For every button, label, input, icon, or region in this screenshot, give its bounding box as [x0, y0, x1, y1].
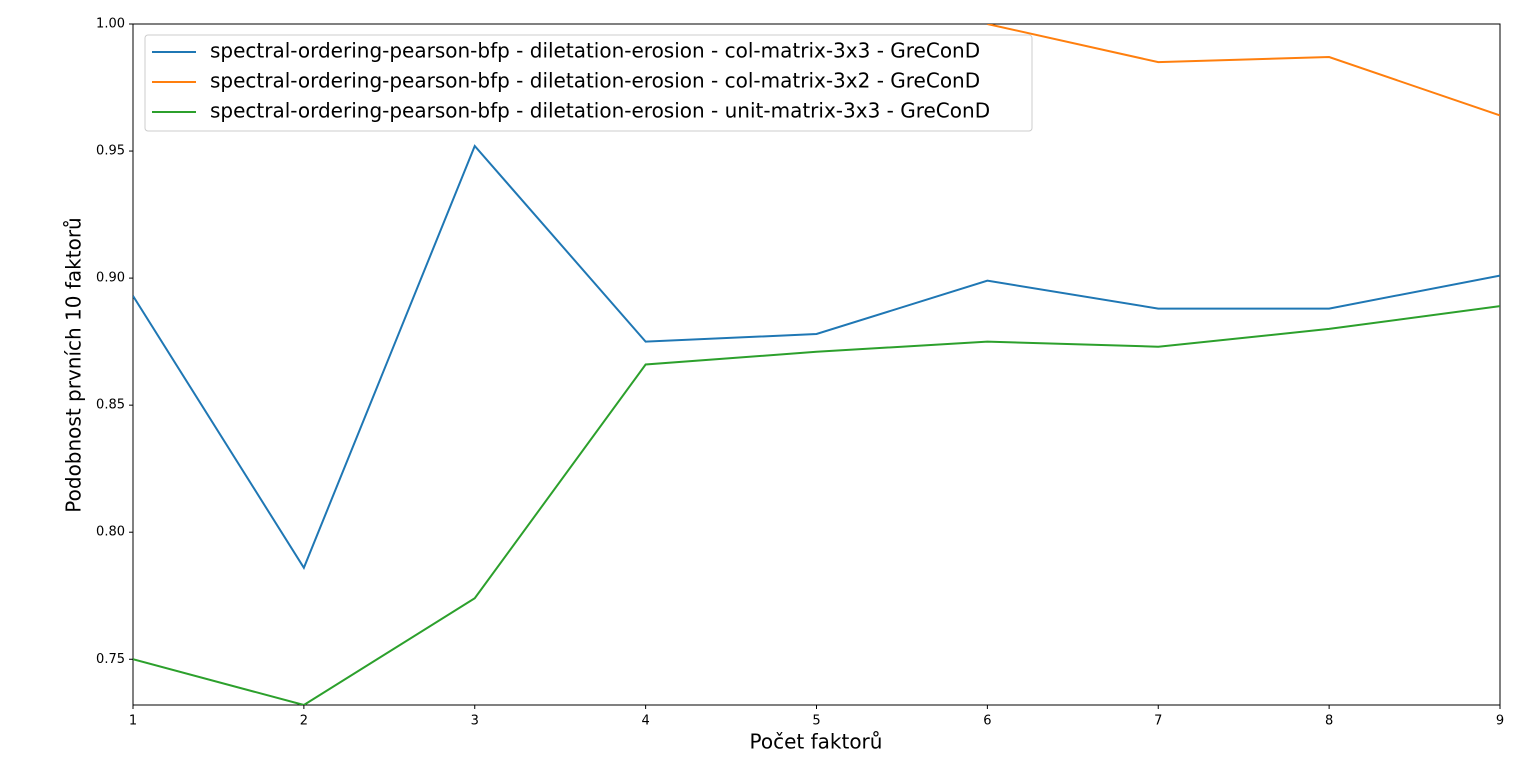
series-line — [987, 24, 1500, 117]
x-tick-label: 7 — [1154, 714, 1162, 729]
plot-area — [133, 24, 1500, 705]
y-tick-label: 0.90 — [96, 271, 125, 286]
y-tick-label: 1.00 — [96, 17, 125, 32]
x-tick-label: 9 — [1496, 714, 1504, 729]
x-tick-label: 5 — [812, 714, 820, 729]
legend-box — [144, 34, 1033, 132]
x-tick-label: 3 — [471, 714, 479, 729]
series-line — [133, 144, 1500, 570]
y-tick-label: 0.80 — [96, 525, 125, 540]
x-tick-label: 4 — [641, 714, 649, 729]
x-tick-label: 8 — [1325, 714, 1333, 729]
legend-label: spectral-ordering-pearson-bfp - diletati… — [210, 69, 980, 93]
y-tick-label: 0.85 — [96, 398, 125, 413]
legend-label: spectral-ordering-pearson-bfp - diletati… — [210, 39, 980, 63]
x-tick-label: 1 — [129, 714, 137, 729]
x-tick-label: 6 — [983, 714, 991, 729]
y-tick-label: 0.95 — [96, 144, 125, 159]
series-line — [133, 305, 1500, 705]
x-tick-label: 2 — [300, 714, 308, 729]
legend-label: spectral-ordering-pearson-bfp - diletati… — [210, 99, 990, 123]
y-tick-label: 0.75 — [96, 652, 125, 667]
y-axis-label: Podobnost prvních 10 faktorů — [62, 217, 86, 512]
x-axis-label: Počet faktorů — [750, 730, 883, 754]
